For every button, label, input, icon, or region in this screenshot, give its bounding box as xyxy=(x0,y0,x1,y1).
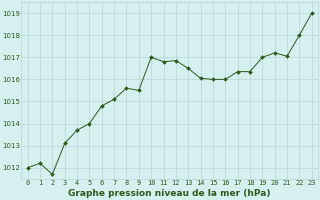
X-axis label: Graphe pression niveau de la mer (hPa): Graphe pression niveau de la mer (hPa) xyxy=(68,189,271,198)
